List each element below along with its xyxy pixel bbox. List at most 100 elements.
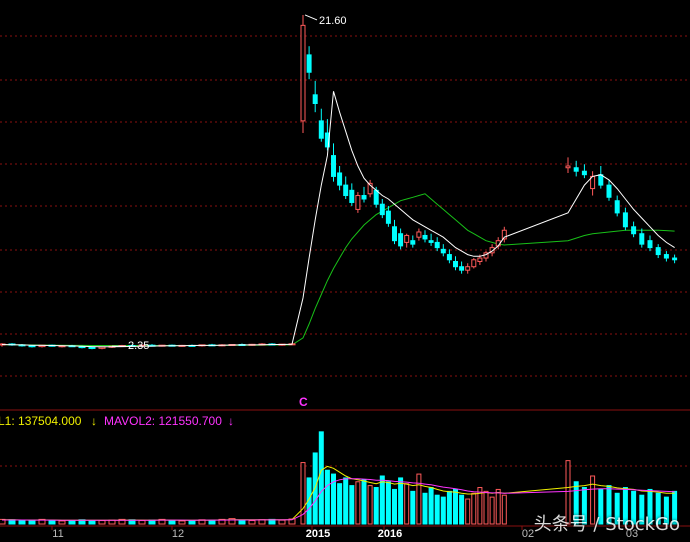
candle <box>355 192 361 213</box>
volume-bar <box>18 520 26 525</box>
candle-body <box>410 240 416 245</box>
candle <box>647 235 653 252</box>
watermark: 头条号 / StockGo <box>533 514 680 535</box>
volume-bar <box>471 492 477 525</box>
candle <box>459 261 465 274</box>
volume-bar <box>218 518 226 525</box>
candle-body <box>379 203 385 216</box>
volume-bar <box>647 488 653 525</box>
volume-bar <box>622 487 628 525</box>
x-tick-label: 2015 <box>306 528 330 540</box>
ma-short-line <box>1 91 675 348</box>
volume-bar <box>398 477 404 525</box>
volume-bar <box>598 488 604 525</box>
volume-bar <box>48 520 56 525</box>
volume-bar <box>98 520 106 525</box>
candle <box>483 251 489 262</box>
grid-lines <box>0 35 690 467</box>
candle-body <box>606 184 612 198</box>
candle-body <box>631 226 637 235</box>
volume-ma-lines <box>2 465 675 521</box>
candle <box>663 251 669 262</box>
candle-body <box>88 346 96 349</box>
candle-body <box>434 241 440 249</box>
volume-bar <box>68 520 76 525</box>
low-price-label: 2.35 <box>128 340 149 352</box>
price-annotations: 21.60 2.35 C <box>112 14 347 409</box>
volume-bar <box>446 490 452 525</box>
volume-bar <box>453 488 458 525</box>
candle-body <box>367 182 373 195</box>
legend-mavol2-arrow: ↓ <box>228 414 234 428</box>
candle <box>312 80 318 113</box>
event-marker-c: C <box>299 395 308 409</box>
candle-body <box>614 200 620 214</box>
candle-body <box>392 226 397 242</box>
candle-body <box>446 254 452 261</box>
candle-body <box>440 248 446 254</box>
volume-bar <box>663 496 669 525</box>
x-tick-label: 03 <box>626 528 638 540</box>
candle-body <box>312 94 318 105</box>
candle-body <box>465 266 471 271</box>
candle <box>440 244 446 257</box>
candle-body <box>655 247 661 256</box>
volume-bar <box>410 490 416 525</box>
volume-bar <box>168 520 176 525</box>
volume-bar <box>614 492 620 525</box>
candle-body <box>300 24 306 122</box>
candle <box>465 263 471 274</box>
candle-body <box>28 345 36 348</box>
volume-bar <box>238 519 246 525</box>
volume-bar <box>379 475 385 525</box>
volume-bar <box>459 494 465 525</box>
volume-bar <box>495 488 501 525</box>
candle-body <box>343 184 349 197</box>
volume-bar <box>639 494 645 525</box>
candle-body <box>306 54 312 73</box>
candle <box>331 143 336 182</box>
candle <box>489 244 495 257</box>
ma-long-line <box>2 193 675 346</box>
candle-body <box>672 257 678 261</box>
volume-bar <box>404 483 410 525</box>
candle <box>631 221 637 238</box>
volume-bar <box>208 519 216 525</box>
candle <box>434 237 440 252</box>
volume-bar <box>655 492 661 525</box>
legend-mavol1-arrow: ↓ <box>91 414 97 428</box>
candle <box>581 164 587 179</box>
volume-bar <box>331 473 336 525</box>
candle <box>573 160 579 177</box>
candle <box>306 46 312 80</box>
candle <box>398 228 404 250</box>
ma-long-line-group <box>2 193 675 346</box>
candle-body <box>489 247 495 254</box>
candle <box>385 205 391 227</box>
candlestick-series <box>0 14 678 350</box>
x-tick-label: 2016 <box>378 528 402 540</box>
volume-bar <box>465 498 471 525</box>
x-tick-label: 02 <box>522 528 534 540</box>
volume-bar <box>318 431 324 525</box>
candle-body <box>349 189 355 203</box>
candle-body <box>422 234 428 240</box>
volume-bar <box>324 469 330 525</box>
x-axis: 11 12 2015 2016 02 03 <box>0 525 690 540</box>
candle <box>598 166 604 189</box>
candle-body <box>428 240 434 243</box>
volume-bar <box>477 487 483 525</box>
volume-bar <box>501 494 507 525</box>
candle-body <box>385 210 391 224</box>
volume-bar <box>631 490 637 525</box>
candle-body <box>416 231 422 238</box>
volume-bar <box>38 518 46 525</box>
volume-bar <box>385 481 391 525</box>
candle <box>361 186 367 203</box>
candle <box>324 119 330 151</box>
candle-body <box>565 165 571 169</box>
volume-bar <box>88 520 96 525</box>
candle-body <box>355 195 361 210</box>
x-tick-label: 11 <box>52 528 63 540</box>
